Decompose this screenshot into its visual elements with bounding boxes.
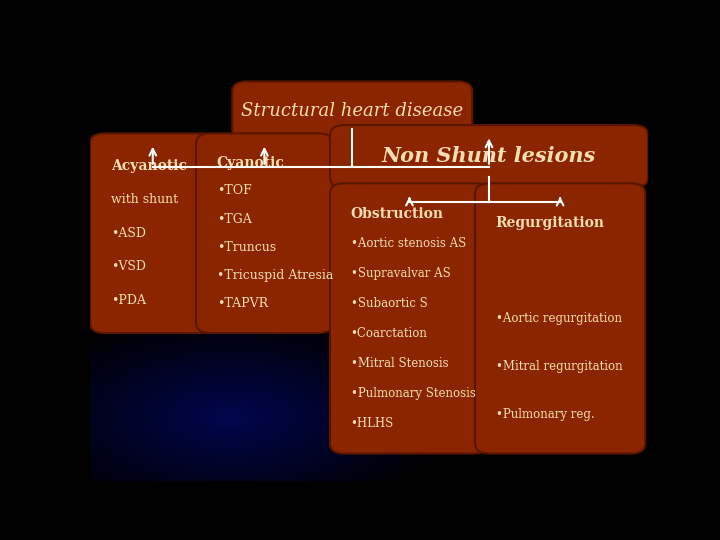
Text: Regurgitation: Regurgitation: [495, 215, 605, 230]
FancyBboxPatch shape: [196, 133, 333, 333]
Text: •Mitral Stenosis: •Mitral Stenosis: [351, 357, 449, 370]
Text: Non Shunt lesions: Non Shunt lesions: [382, 146, 596, 166]
Text: Acyanotic: Acyanotic: [111, 159, 186, 173]
Text: with shunt: with shunt: [111, 193, 178, 206]
Text: •TAPVR: •TAPVR: [217, 297, 268, 310]
FancyBboxPatch shape: [90, 133, 215, 333]
Text: •TOF: •TOF: [217, 185, 251, 198]
FancyBboxPatch shape: [475, 183, 645, 454]
Text: •Pulmonary Stenosis: •Pulmonary Stenosis: [351, 387, 475, 400]
Text: •Mitral regurgitation: •Mitral regurgitation: [495, 360, 622, 373]
Text: •VSD: •VSD: [111, 260, 145, 273]
Text: •HLHS: •HLHS: [351, 417, 394, 430]
FancyBboxPatch shape: [330, 125, 648, 187]
FancyBboxPatch shape: [330, 183, 489, 454]
FancyBboxPatch shape: [233, 82, 472, 140]
Text: •Subaortic S: •Subaortic S: [351, 297, 428, 310]
Text: •Aortic stenosis AS: •Aortic stenosis AS: [351, 237, 466, 250]
Text: •TGA: •TGA: [217, 213, 251, 226]
Text: •Coarctation: •Coarctation: [351, 327, 428, 340]
Text: •Truncus: •Truncus: [217, 241, 276, 254]
Text: •Aortic regurgitation: •Aortic regurgitation: [495, 312, 621, 325]
Text: Obstruction: Obstruction: [351, 207, 444, 221]
Text: Structural heart disease: Structural heart disease: [241, 102, 464, 119]
Text: •PDA: •PDA: [111, 294, 145, 307]
Text: Cyanotic: Cyanotic: [217, 156, 284, 170]
Text: •ASD: •ASD: [111, 227, 145, 240]
Text: •Pulmonary reg.: •Pulmonary reg.: [495, 408, 594, 421]
Text: •Supravalvar AS: •Supravalvar AS: [351, 267, 450, 280]
Text: •Tricuspid Atresia: •Tricuspid Atresia: [217, 269, 333, 282]
